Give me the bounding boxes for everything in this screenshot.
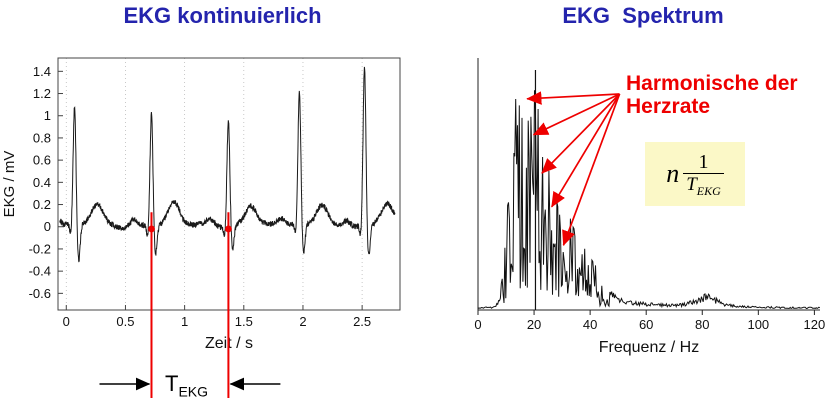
svg-text:1.5: 1.5 bbox=[235, 314, 253, 329]
formula-numerator: 1 bbox=[698, 150, 709, 173]
svg-text:1.2: 1.2 bbox=[33, 86, 51, 101]
harmonics-annotation: Harmonische der Herzrate bbox=[626, 72, 798, 118]
svg-text:EKG / mV: EKG / mV bbox=[1, 151, 18, 218]
svg-text:80: 80 bbox=[695, 317, 709, 332]
harmonics-annotation-line1: Harmonische der bbox=[626, 72, 798, 95]
svg-text:0.4: 0.4 bbox=[33, 175, 51, 190]
svg-text:0.6: 0.6 bbox=[33, 153, 51, 168]
svg-text:100: 100 bbox=[747, 317, 769, 332]
svg-text:40: 40 bbox=[583, 317, 597, 332]
svg-text:0: 0 bbox=[474, 317, 481, 332]
svg-text:Frequenz / Hz: Frequenz / Hz bbox=[599, 339, 699, 356]
formula-denominator-base: T bbox=[686, 173, 697, 195]
ekg-spectrum-chart: 0 20 40 60 80 100 120 Frequenz / Hz bbox=[474, 58, 826, 356]
svg-text:0.2: 0.2 bbox=[33, 197, 51, 212]
svg-text:-0.2: -0.2 bbox=[29, 241, 51, 256]
period-duration-label: TEKG bbox=[165, 371, 208, 399]
period-duration-label-base: T bbox=[165, 371, 179, 396]
svg-text:120: 120 bbox=[804, 317, 826, 332]
svg-text:0: 0 bbox=[44, 219, 51, 234]
period-duration-label-sub: EKG bbox=[178, 383, 209, 400]
svg-text:60: 60 bbox=[639, 317, 653, 332]
formula-denominator-sub: EKG bbox=[696, 183, 721, 198]
formula-factor: n bbox=[666, 159, 680, 188]
svg-text:2.5: 2.5 bbox=[353, 314, 371, 329]
svg-text:2: 2 bbox=[299, 314, 306, 329]
harmonics-annotation-line2: Herzrate bbox=[626, 95, 711, 118]
ekg-spectrum-title: EKG Spektrum bbox=[562, 3, 724, 28]
ekg-time-title: EKG kontinuierlich bbox=[123, 3, 322, 28]
svg-text:1.4: 1.4 bbox=[33, 64, 51, 79]
svg-text:0: 0 bbox=[63, 314, 70, 329]
svg-text:-0.4: -0.4 bbox=[29, 264, 51, 279]
formula-fraction: 1 TEKG bbox=[683, 151, 724, 198]
svg-text:0.8: 0.8 bbox=[33, 130, 51, 145]
formula-denominator: TEKG bbox=[683, 172, 724, 198]
formula-box: n 1 TEKG bbox=[645, 142, 745, 206]
ekg-time-chart: 0 0.5 1 1.5 2 2.5 1.4 1.2 1 0.8 0.6 0.4 0.2 0 -0.2 -0.4… bbox=[1, 57, 401, 398]
svg-text:1: 1 bbox=[181, 314, 188, 329]
svg-text:20: 20 bbox=[527, 317, 541, 332]
svg-text:0.5: 0.5 bbox=[116, 314, 134, 329]
svg-text:-0.6: -0.6 bbox=[29, 286, 51, 301]
svg-text:1: 1 bbox=[44, 108, 51, 123]
